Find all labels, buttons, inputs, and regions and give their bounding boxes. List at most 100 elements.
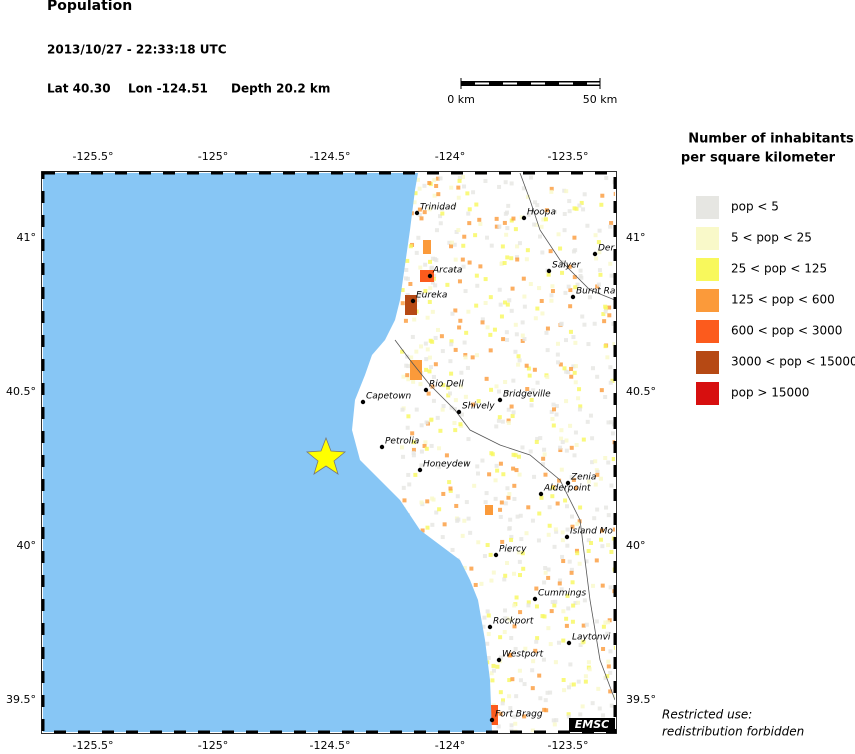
population-cell (593, 233, 598, 238)
population-cell (613, 191, 615, 196)
population-cell (449, 240, 454, 245)
population-cell (603, 620, 608, 625)
place-dot (538, 491, 544, 497)
place-dot (360, 399, 366, 405)
population-cell (433, 335, 438, 340)
population-cell (503, 573, 508, 578)
population-cell (503, 501, 508, 506)
population-cell (554, 529, 559, 534)
population-cell (569, 567, 574, 572)
population-cell (565, 543, 570, 548)
population-cell (555, 501, 560, 506)
population-cell (467, 260, 472, 265)
population-cell (447, 240, 452, 245)
population-cell (554, 412, 559, 417)
population-cell (576, 396, 581, 401)
population-cell (590, 460, 595, 465)
population-cell (509, 308, 514, 313)
map: Trinidad Hoopa Der Arcata Salyer Eureka Burnt … (43, 173, 615, 732)
population-cell (590, 701, 595, 706)
population-cell (576, 679, 581, 684)
population-cell (609, 420, 614, 425)
population-cell (540, 614, 545, 619)
population-cell (586, 479, 591, 484)
population-cell (405, 292, 410, 297)
population-cell (522, 337, 527, 342)
population-cell (605, 631, 610, 636)
population-cell (425, 525, 430, 530)
population-cell (608, 224, 613, 229)
population-cell (519, 215, 524, 220)
population-cell (590, 436, 595, 441)
population-cell (441, 491, 446, 496)
population-cell (505, 390, 510, 395)
population-cell (605, 355, 610, 360)
place-dot (565, 480, 571, 486)
place-label: Hoopa (527, 208, 556, 218)
lon-label: -125° (198, 150, 228, 163)
place-dot (532, 596, 538, 602)
population-cell (593, 482, 598, 487)
population-cell (510, 414, 515, 419)
population-cell (573, 380, 578, 385)
population-cell (538, 436, 543, 441)
population-cell (501, 337, 506, 342)
lon-label: -125.5° (73, 739, 114, 752)
population-cell (601, 646, 606, 651)
population-cell (498, 461, 503, 466)
population-cell (480, 317, 485, 322)
population-cell (550, 289, 555, 294)
population-cell (422, 443, 427, 448)
population-cell (462, 565, 467, 570)
population-cell (434, 228, 439, 233)
population-cell (603, 456, 608, 461)
population-cell (550, 417, 555, 422)
population-cell (568, 423, 573, 428)
population-cell (511, 452, 516, 457)
map-frame-outline (41, 171, 617, 734)
population-cell (558, 362, 563, 367)
population-cell (612, 342, 615, 347)
population-cell (552, 544, 557, 549)
population-cell (531, 388, 536, 393)
population-cell (501, 698, 506, 703)
population-cell (545, 690, 550, 695)
population-cell (481, 624, 486, 629)
population-cell (554, 718, 559, 723)
population-cell (513, 322, 518, 327)
population-cell (489, 671, 494, 676)
population-cell (607, 305, 612, 310)
population-cell (437, 507, 442, 512)
place-dot (566, 640, 572, 646)
population-cell (606, 659, 611, 664)
population-cell (595, 507, 600, 512)
population-cell (453, 347, 458, 352)
population-cell (593, 459, 598, 464)
population-cell (533, 200, 538, 205)
population-cell (541, 456, 546, 461)
population-cell (608, 585, 613, 590)
population-cell (457, 178, 462, 183)
population-cell (471, 190, 476, 195)
population-cell (526, 603, 531, 608)
population-cell (552, 407, 557, 412)
population-cell (463, 353, 468, 358)
population-cell (429, 265, 434, 270)
depth: Depth 20.2 km (231, 82, 330, 96)
population-cell (502, 300, 507, 305)
population-cell (596, 686, 601, 691)
population-cell (454, 503, 459, 508)
place-label: Trinidad (420, 203, 456, 213)
population-cell (517, 668, 522, 673)
population-cell (494, 424, 499, 429)
population-cell (542, 452, 547, 457)
population-cell (448, 486, 453, 491)
population-cell (425, 315, 430, 320)
legend-swatch (696, 258, 719, 281)
population-cell (613, 645, 615, 650)
place-label: Shively (462, 402, 495, 412)
scale-end: 50 km (583, 93, 618, 106)
population-cell (500, 539, 505, 544)
population-cell (562, 688, 567, 693)
population-cell (467, 221, 472, 226)
